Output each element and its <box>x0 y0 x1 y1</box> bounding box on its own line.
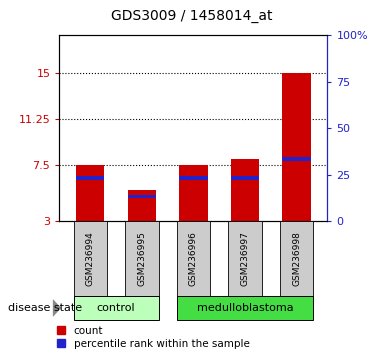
Text: medulloblastoma: medulloblastoma <box>196 303 293 313</box>
Bar <box>282 158 311 161</box>
Bar <box>282 73 311 221</box>
Bar <box>179 166 208 221</box>
Text: disease state: disease state <box>8 303 82 313</box>
Text: GSM236995: GSM236995 <box>137 231 146 286</box>
Bar <box>125 221 159 296</box>
Bar <box>128 190 156 221</box>
Bar <box>76 166 105 221</box>
Bar <box>231 176 259 180</box>
Bar <box>179 176 208 180</box>
Text: GSM236996: GSM236996 <box>189 231 198 286</box>
Text: GSM236997: GSM236997 <box>241 231 249 286</box>
Bar <box>74 221 107 296</box>
Bar <box>228 221 262 296</box>
Text: GSM236998: GSM236998 <box>292 231 301 286</box>
Bar <box>74 296 159 320</box>
Text: control: control <box>97 303 136 313</box>
Text: GDS3009 / 1458014_at: GDS3009 / 1458014_at <box>111 9 272 23</box>
Legend: count, percentile rank within the sample: count, percentile rank within the sample <box>57 326 249 349</box>
Bar <box>76 176 105 180</box>
Bar <box>128 195 156 198</box>
Bar <box>231 159 259 221</box>
Bar <box>177 296 313 320</box>
Bar <box>177 221 210 296</box>
Polygon shape <box>53 299 61 317</box>
Bar <box>280 221 313 296</box>
Text: GSM236994: GSM236994 <box>86 231 95 286</box>
